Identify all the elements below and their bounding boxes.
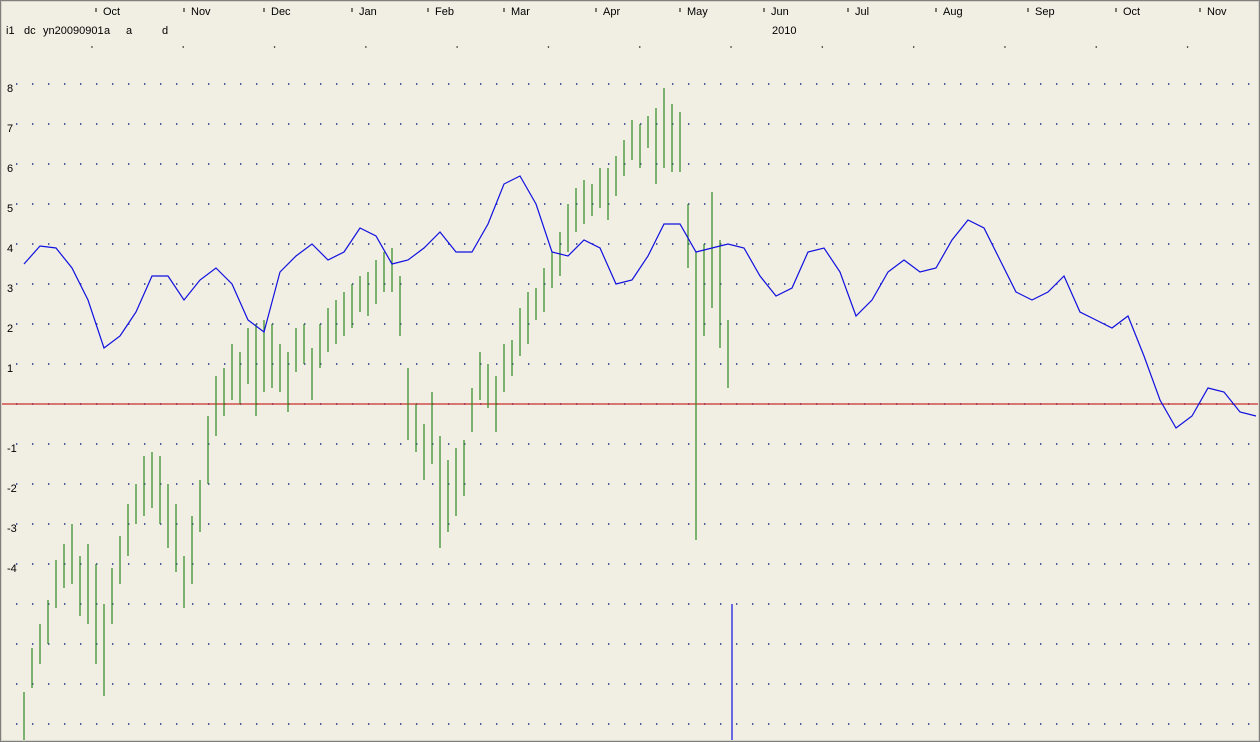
header-label: dc (24, 25, 36, 37)
header-label: d (162, 25, 168, 37)
x-tick-label: Sep (1035, 6, 1055, 18)
x-tick-label: Mar (511, 6, 530, 18)
year-label: 2010 (772, 25, 796, 37)
y-tick-label: 3 (7, 283, 13, 295)
y-tick-label: -2 (7, 483, 17, 495)
x-tick-label: Jan (359, 6, 377, 18)
x-tick-label: Nov (1207, 6, 1227, 18)
x-tick-label: Jun (771, 6, 789, 18)
header-label: yn20090901 (43, 25, 104, 37)
x-tick-label: Jul (855, 6, 869, 18)
y-tick-label: 4 (7, 243, 13, 255)
y-tick-label: 7 (7, 123, 13, 135)
y-tick-label: 5 (7, 203, 13, 215)
y-tick-label: 6 (7, 163, 13, 175)
header-label: i1 (6, 25, 15, 37)
y-tick-label: -4 (7, 563, 17, 575)
x-tick-label: Oct (1123, 6, 1140, 18)
header-label: a (126, 25, 133, 37)
x-tick-label: Feb (435, 6, 454, 18)
indicator-line (23, 175, 1257, 429)
y-tick-label: 1 (7, 363, 13, 375)
y-tick-label: -3 (7, 523, 17, 535)
plot: i1 dc yn20090901 a a d 201087654321-1-2-3-4Oct… (0, 6, 1260, 742)
x-tick-label: Oct (103, 6, 120, 18)
x-tick-label: Aug (943, 6, 963, 18)
y-tick-label: 2 (7, 323, 13, 335)
y-tick-label: -1 (7, 443, 17, 455)
x-tick-label: Dec (271, 6, 291, 18)
y-tick-label: 8 (7, 83, 13, 95)
x-tick-label: May (687, 6, 708, 18)
x-tick-label: Apr (603, 6, 620, 18)
x-tick-label: Nov (191, 6, 211, 18)
header-label: a (104, 25, 111, 37)
